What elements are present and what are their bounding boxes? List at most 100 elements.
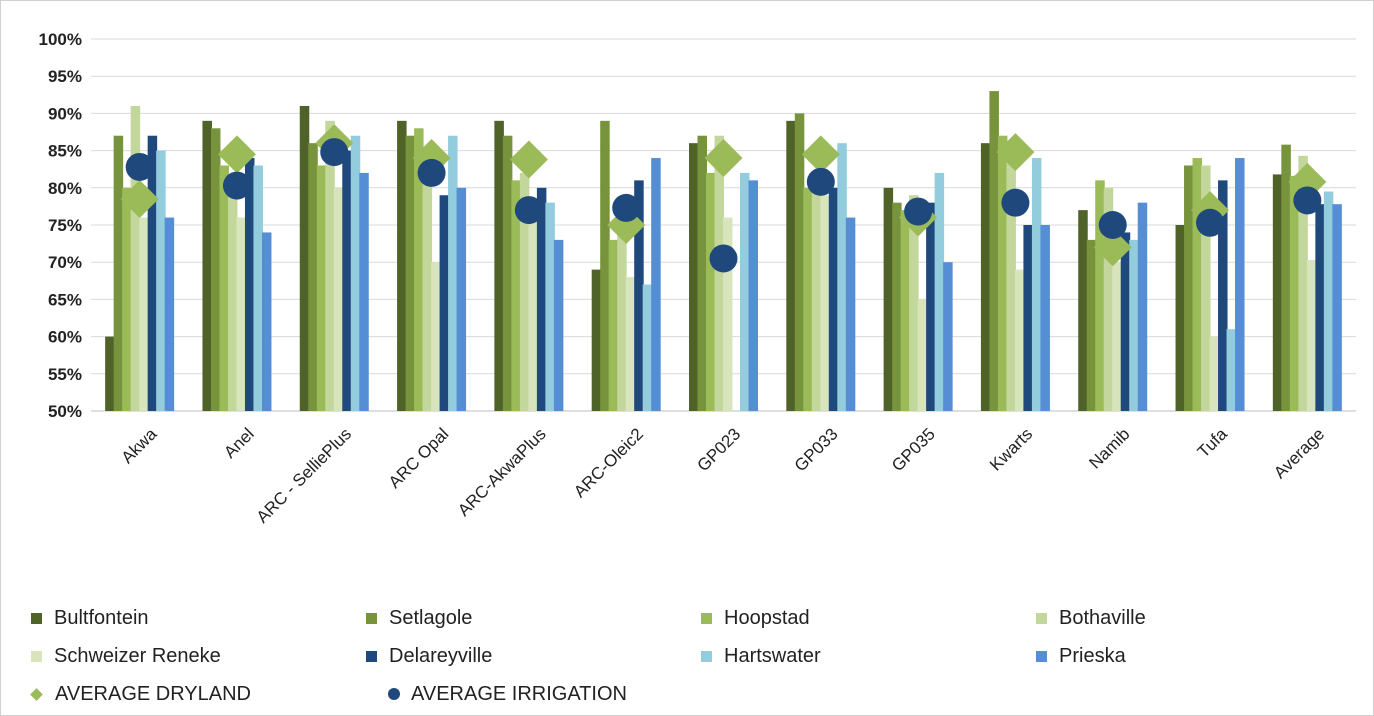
- marker-average-irrigation-arc-oleic2: [612, 193, 641, 222]
- bar-setlagole-arc-oleic2: [600, 120, 610, 411]
- bar-hartswater-arc-akwaplus: [545, 202, 555, 411]
- bar-hoopstad-arc-sellieplus: [316, 165, 327, 411]
- bar-prieska-akwa: [164, 217, 175, 411]
- marker-average-irrigation-namib: [1098, 211, 1127, 239]
- bar-setlagole-akwa: [113, 135, 124, 411]
- x-tick-label: ARC-AkwaPlus: [454, 424, 550, 520]
- bar-prieska-average: [1332, 204, 1342, 411]
- marker-average-irrigation-gp023: [709, 244, 738, 273]
- bar-hoopstad-gp035: [900, 210, 911, 411]
- bar-schweizer-reneke-arc-akwaplus: [528, 210, 538, 411]
- y-tick-label: 75%: [48, 216, 82, 235]
- legend-item-schweizer-reneke: Schweizer Reneke: [31, 641, 221, 671]
- bar-prieska-namib: [1137, 202, 1148, 411]
- y-tick-label: 100%: [39, 30, 82, 49]
- bar-prieska-gp023: [748, 180, 758, 411]
- x-tick-label: ARC Opal: [385, 424, 453, 492]
- bar-hoopstad-akwa: [122, 187, 132, 411]
- marker-average-dryland-gp033: [801, 135, 840, 174]
- legend-label-hoopstad: Hoopstad: [724, 606, 810, 629]
- legend-diamond-icon: [30, 687, 43, 701]
- y-tick-label: 85%: [48, 142, 82, 161]
- bar-bultfontein-arc-opal: [397, 120, 407, 411]
- bar-bothaville-kwarts: [1006, 150, 1016, 411]
- bar-hoopstad-anel: [219, 165, 229, 411]
- bar-hartswater-tufa: [1226, 329, 1237, 411]
- marker-average-dryland-anel: [217, 135, 256, 174]
- legend-label-hartswater: Hartswater: [724, 644, 821, 667]
- bar-schweizer-reneke-akwa: [139, 217, 149, 411]
- bar-hoopstad-kwarts: [997, 135, 1008, 411]
- marker-average-irrigation-arc-akwaplus: [514, 196, 543, 225]
- legend-label-schweizer-reneke: Schweizer Reneke: [54, 644, 221, 667]
- bar-schweizer-reneke-gp033: [820, 195, 830, 411]
- marker-average-irrigation-gp033: [806, 167, 835, 196]
- bar-bultfontein-kwarts: [980, 143, 991, 411]
- x-tick-label: Namib: [1085, 424, 1133, 472]
- bar-hoopstad-namib: [1095, 180, 1105, 411]
- bar-setlagole-kwarts: [989, 91, 999, 411]
- bar-bultfontein-akwa: [105, 336, 115, 411]
- y-tick-label: 70%: [48, 253, 82, 272]
- bar-hartswater-namib: [1129, 239, 1139, 411]
- bar-delareyville-gp035: [926, 202, 936, 411]
- bar-schweizer-reneke-arc-opal: [431, 262, 441, 411]
- bar-bultfontein-gp035: [883, 187, 894, 411]
- bar-schweizer-reneke-namib: [1112, 262, 1122, 411]
- bar-bothaville-gp035: [909, 195, 919, 411]
- bar-setlagole-arc-sellieplus: [308, 143, 318, 411]
- marker-average-irrigation-kwarts: [1001, 188, 1030, 217]
- marker-average-irrigation-arc-opal: [417, 158, 446, 187]
- y-tick-label: 95%: [48, 67, 82, 86]
- bar-setlagole-tufa: [1184, 165, 1194, 411]
- marker-average-dryland-namib: [1093, 228, 1132, 267]
- bar-delareyville-tufa: [1218, 180, 1228, 411]
- bar-delareyville-kwarts: [1023, 225, 1033, 411]
- bar-hoopstad-arc-opal: [414, 128, 424, 411]
- bar-hartswater-arc-opal: [448, 135, 458, 411]
- bar-delareyville-namib: [1120, 232, 1131, 411]
- y-tick-label: 90%: [48, 104, 82, 123]
- bar-delareyville-arc-opal: [439, 195, 450, 411]
- bar-hartswater-arc-oleic2: [642, 284, 653, 411]
- bar-setlagole-gp035: [892, 202, 902, 411]
- bar-setlagole-average: [1281, 144, 1291, 411]
- bar-schweizer-reneke-average: [1306, 259, 1317, 411]
- bar-prieska-arc-akwaplus: [553, 239, 564, 411]
- y-tick-label: 55%: [48, 365, 82, 384]
- bar-hoopstad-gp033: [803, 187, 813, 411]
- legend-swatch-schweizer-reneke: [31, 650, 42, 662]
- bar-bultfontein-gp023: [689, 143, 699, 411]
- bar-bultfontein-arc-sellieplus: [299, 105, 310, 412]
- bar-bothaville-akwa: [130, 105, 141, 412]
- bar-prieska-gp033: [845, 217, 856, 411]
- legend-label-prieska: Prieska: [1059, 644, 1126, 667]
- bar-bultfontein-average: [1272, 174, 1283, 411]
- bar-schweizer-reneke-arc-oleic2: [625, 277, 636, 411]
- y-tick-label: 60%: [48, 328, 82, 347]
- marker-average-irrigation-average: [1293, 186, 1322, 215]
- bar-schweizer-reneke-anel: [236, 217, 246, 411]
- marker-average-irrigation-anel: [222, 171, 251, 200]
- marker-average-dryland-gp023: [704, 139, 743, 178]
- bar-delareyville-arc-oleic2: [634, 180, 644, 411]
- legend-label-delareyville: Delareyville: [389, 644, 493, 667]
- bar-schweizer-reneke-arc-sellieplus: [333, 187, 344, 411]
- bar-bultfontein-gp033: [786, 120, 796, 411]
- legend-label-average-dryland: AVERAGE DRYLAND: [55, 682, 251, 705]
- y-tick-label: 80%: [48, 179, 82, 198]
- bar-bothaville-average: [1298, 155, 1308, 411]
- legend-label-setlagole: Setlagole: [389, 606, 473, 629]
- bar-prieska-arc-oleic2: [651, 158, 661, 411]
- legend-swatch-prieska: [1036, 650, 1047, 662]
- bar-hartswater-arc-sellieplus: [350, 135, 361, 411]
- bar-bothaville-arc-opal: [422, 150, 433, 411]
- bar-setlagole-namib: [1086, 239, 1097, 411]
- bar-setlagole-arc-akwaplus: [502, 135, 513, 411]
- bar-delareyville-arc-akwaplus: [536, 187, 547, 411]
- x-tick-label: ARC - SelliePlus: [253, 424, 355, 526]
- bar-hartswater-gp035: [934, 172, 945, 411]
- bar-bothaville-anel: [227, 187, 238, 411]
- x-tick-label: Kwarts: [986, 424, 1036, 474]
